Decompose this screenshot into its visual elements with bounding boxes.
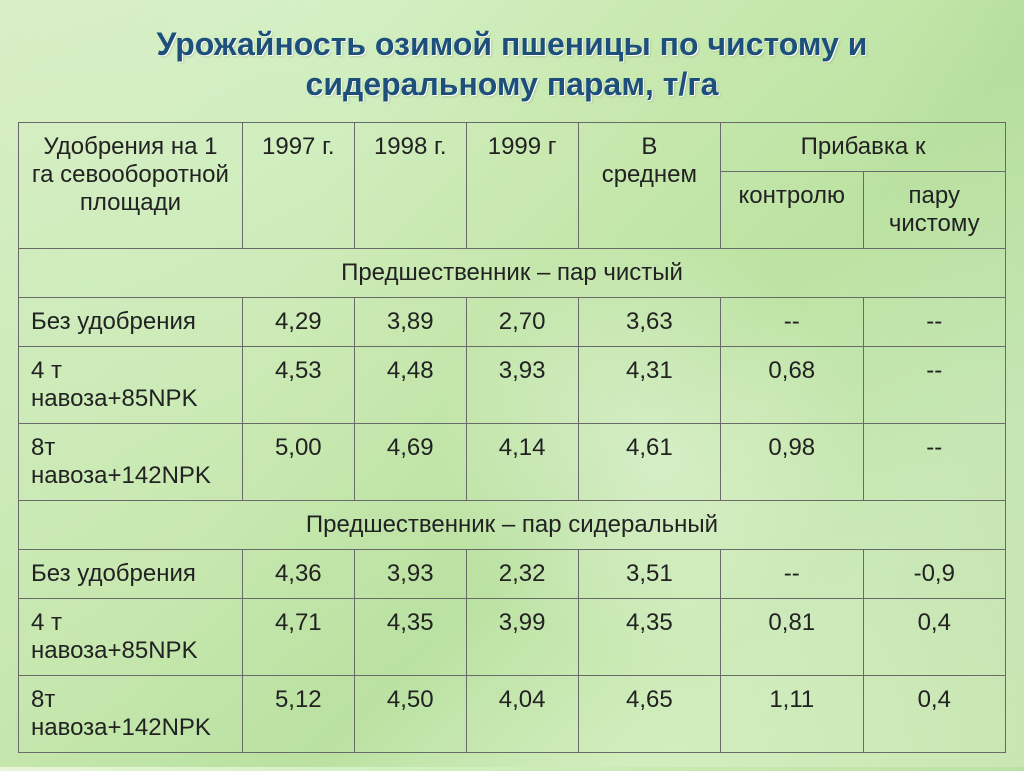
col-pk-clean: пару чистому bbox=[863, 172, 1005, 249]
cell-value: 4,50 bbox=[354, 676, 466, 753]
table-row: Без удобрения 4,36 3,93 2,32 3,51 -- -0,… bbox=[19, 550, 1006, 599]
cell-value: 4,35 bbox=[578, 599, 720, 676]
slide: Урожайность озимой пшеницы по чистому и … bbox=[0, 0, 1024, 767]
cell-label: Без удобрения bbox=[19, 550, 243, 599]
cell-value: 4,48 bbox=[354, 347, 466, 424]
cell-value: -- bbox=[721, 550, 863, 599]
cell-value: 4,53 bbox=[242, 347, 354, 424]
cell-label: Без удобрения bbox=[19, 298, 243, 347]
col-1997: 1997 г. bbox=[242, 123, 354, 249]
header-row-1: Удобрения на 1 га севооборотной площади … bbox=[19, 123, 1006, 172]
col-average: В среднем bbox=[578, 123, 720, 249]
cell-value: -- bbox=[863, 298, 1005, 347]
cell-label: 8т навоза+142NPK bbox=[19, 676, 243, 753]
cell-value: 3,51 bbox=[578, 550, 720, 599]
cell-value: -- bbox=[863, 347, 1005, 424]
cell-value: 5,12 bbox=[242, 676, 354, 753]
cell-label: 4 т навоза+85NPK bbox=[19, 599, 243, 676]
cell-value: 4,61 bbox=[578, 424, 720, 501]
cell-value: -0,9 bbox=[863, 550, 1005, 599]
cell-value: 0,68 bbox=[721, 347, 863, 424]
slide-title: Урожайность озимой пшеницы по чистому и … bbox=[0, 0, 1024, 122]
cell-value: 4,36 bbox=[242, 550, 354, 599]
cell-value: 4,04 bbox=[466, 676, 578, 753]
cell-value: 4,14 bbox=[466, 424, 578, 501]
col-pk-control: контролю bbox=[721, 172, 863, 249]
cell-label: 4 т навоза+85NPK bbox=[19, 347, 243, 424]
table-row: 8т навоза+142NPK 5,12 4,50 4,04 4,65 1,1… bbox=[19, 676, 1006, 753]
col-1999: 1999 г bbox=[466, 123, 578, 249]
table-head: Удобрения на 1 га севооборотной площади … bbox=[19, 123, 1006, 249]
cell-value: 0,4 bbox=[863, 599, 1005, 676]
table-row: 4 т навоза+85NPK 4,53 4,48 3,93 4,31 0,6… bbox=[19, 347, 1006, 424]
table-body: Предшественник – пар чистый Без удобрени… bbox=[19, 249, 1006, 753]
section-green: Предшественник – пар сидеральный bbox=[19, 501, 1006, 550]
yield-table: Удобрения на 1 га севооборотной площади … bbox=[18, 122, 1006, 753]
table-wrap: Удобрения на 1 га севооборотной площади … bbox=[0, 122, 1024, 771]
table-row: 8т навоза+142NPK 5,00 4,69 4,14 4,61 0,9… bbox=[19, 424, 1006, 501]
cell-value: 3,93 bbox=[466, 347, 578, 424]
cell-value: 4,35 bbox=[354, 599, 466, 676]
cell-value: 0,4 bbox=[863, 676, 1005, 753]
cell-value: 4,65 bbox=[578, 676, 720, 753]
cell-value: 1,11 bbox=[721, 676, 863, 753]
section-green-label: Предшественник – пар сидеральный bbox=[19, 501, 1006, 550]
cell-value: 3,63 bbox=[578, 298, 720, 347]
cell-value: 2,70 bbox=[466, 298, 578, 347]
cell-value: 4,71 bbox=[242, 599, 354, 676]
cell-value: 0,81 bbox=[721, 599, 863, 676]
cell-value: 5,00 bbox=[242, 424, 354, 501]
cell-label: 8т навоза+142NPK bbox=[19, 424, 243, 501]
table-row: 4 т навоза+85NPK 4,71 4,35 3,99 4,35 0,8… bbox=[19, 599, 1006, 676]
col-pribavka: Прибавка к bbox=[721, 123, 1006, 172]
cell-value: 4,31 bbox=[578, 347, 720, 424]
cell-value: 4,29 bbox=[242, 298, 354, 347]
cell-value: 3,93 bbox=[354, 550, 466, 599]
table-row: Без удобрения 4,29 3,89 2,70 3,63 -- -- bbox=[19, 298, 1006, 347]
col-fertilizer: Удобрения на 1 га севооборотной площади bbox=[19, 123, 243, 249]
cell-value: 3,99 bbox=[466, 599, 578, 676]
cell-value: -- bbox=[863, 424, 1005, 501]
section-clean-label: Предшественник – пар чистый bbox=[19, 249, 1006, 298]
col-1998: 1998 г. bbox=[354, 123, 466, 249]
cell-value: 4,69 bbox=[354, 424, 466, 501]
cell-value: 3,89 bbox=[354, 298, 466, 347]
cell-value: -- bbox=[721, 298, 863, 347]
cell-value: 0,98 bbox=[721, 424, 863, 501]
section-clean: Предшественник – пар чистый bbox=[19, 249, 1006, 298]
cell-value: 2,32 bbox=[466, 550, 578, 599]
